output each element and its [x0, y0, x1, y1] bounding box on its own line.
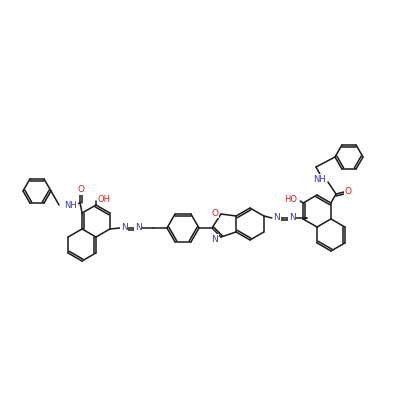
Text: OH: OH [98, 194, 111, 204]
Text: N: N [211, 234, 218, 244]
Text: N: N [121, 224, 127, 232]
Text: NH: NH [313, 174, 326, 184]
Text: O: O [344, 186, 352, 196]
Text: N: N [289, 214, 295, 222]
Text: NH: NH [64, 202, 77, 210]
Text: HO: HO [284, 196, 297, 204]
Text: N: N [135, 224, 141, 232]
Text: O: O [211, 208, 218, 218]
Text: N: N [274, 214, 280, 222]
Text: O: O [78, 186, 84, 194]
